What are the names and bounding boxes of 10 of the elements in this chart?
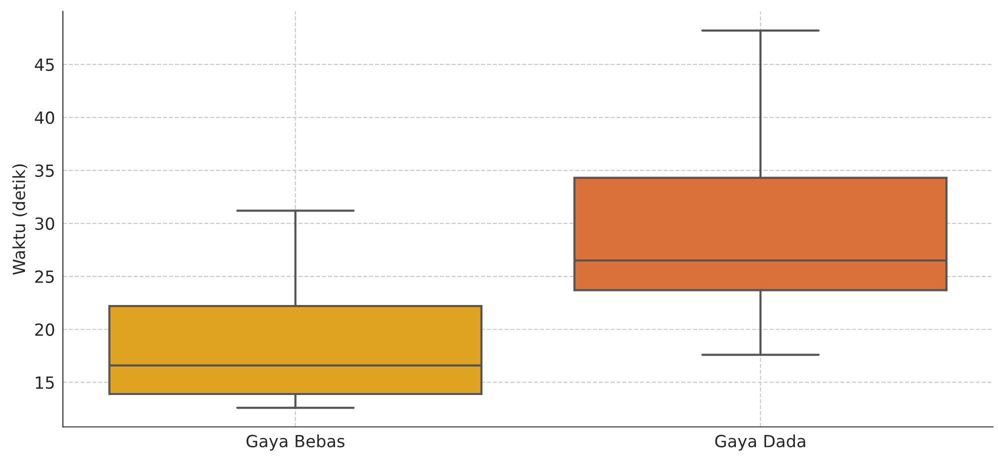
x-tick-label: Gaya Bebas bbox=[246, 434, 344, 451]
y-tick-label: 40 bbox=[34, 111, 54, 124]
x-tick-label: Gaya Dada bbox=[715, 434, 806, 451]
y-tick-label: 45 bbox=[34, 58, 54, 72]
y-axis-title: Waktu (detik) bbox=[12, 164, 28, 275]
y-tick-label: 25 bbox=[35, 270, 54, 283]
y-tick-label: 20 bbox=[35, 323, 54, 336]
y-tick-label: 30 bbox=[35, 217, 54, 230]
y-tick-label: 35 bbox=[35, 164, 54, 177]
y-tick-label: 15 bbox=[36, 376, 54, 389]
